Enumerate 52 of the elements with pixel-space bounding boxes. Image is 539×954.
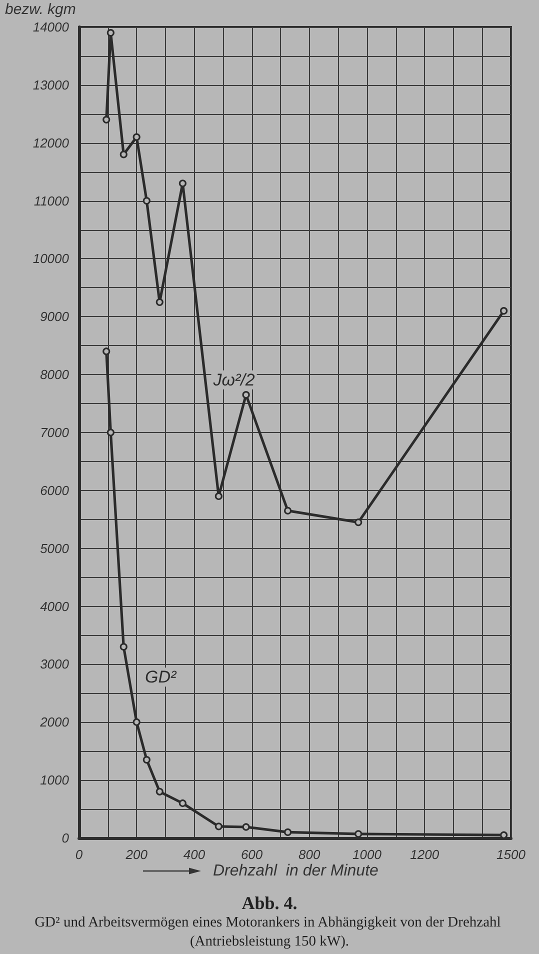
point	[242, 391, 250, 399]
x-tick-label: 600	[240, 847, 264, 862]
x-tick-label: 800	[298, 847, 322, 862]
x-tick-label: 0	[75, 847, 84, 862]
text: GD² und Arbeitsvermögen eines Motorankers in Abhängigkeit von der Drehzahl (Antriebsleistung 150 kW).	[34, 914, 504, 950]
point	[106, 428, 114, 436]
point	[354, 830, 362, 838]
point	[142, 756, 150, 764]
point	[120, 643, 128, 651]
y-tick-label: 0	[62, 830, 70, 846]
point	[132, 133, 140, 141]
point	[142, 196, 150, 205]
point	[106, 28, 114, 37]
point	[178, 180, 186, 188]
y-axis-title: bezw. kgm	[5, 1, 76, 18]
point	[156, 788, 164, 796]
point	[102, 348, 110, 356]
y-tick-label: 13000	[32, 77, 70, 92]
y-tick-label: 9000	[40, 309, 70, 324]
y-tick-label: 6000	[40, 482, 70, 498]
y-tick-label: 10000	[32, 251, 70, 266]
point	[284, 828, 292, 836]
x-tick-label: 400	[183, 847, 206, 862]
y-tick-label: 11000	[34, 193, 70, 208]
point	[120, 150, 128, 158]
x-tick-label: 1000	[352, 847, 382, 862]
point	[156, 298, 164, 306]
x-axis-title: Drehzahl in der Minute	[213, 862, 379, 880]
point	[178, 799, 186, 808]
point	[132, 718, 140, 726]
x-tick-label: 1200	[410, 847, 440, 862]
point	[284, 506, 292, 514]
y-tick-label: 2000	[39, 714, 70, 730]
y-tick-label: 1000	[40, 772, 70, 788]
point	[102, 116, 110, 124]
point	[214, 822, 222, 830]
y-tick-label: 3000	[40, 656, 70, 672]
point	[214, 492, 222, 500]
y-tick-label: 5000	[40, 540, 70, 556]
text: Abb. 4.	[242, 893, 298, 913]
y-tick-label: 4000	[40, 598, 70, 614]
series-label: GD²	[145, 668, 178, 687]
y-tick-label: 14000	[32, 20, 70, 34]
y-tick-label: 8000	[40, 367, 70, 382]
point	[242, 823, 250, 831]
y-tick-label: 12000	[32, 135, 70, 150]
series-label: Jω²/2	[212, 370, 256, 390]
point	[354, 518, 362, 526]
x-tick-label: 1500	[496, 847, 526, 862]
y-tick-label: 7000	[40, 425, 70, 440]
x-tick-label: 200	[124, 847, 148, 862]
point	[500, 307, 508, 315]
